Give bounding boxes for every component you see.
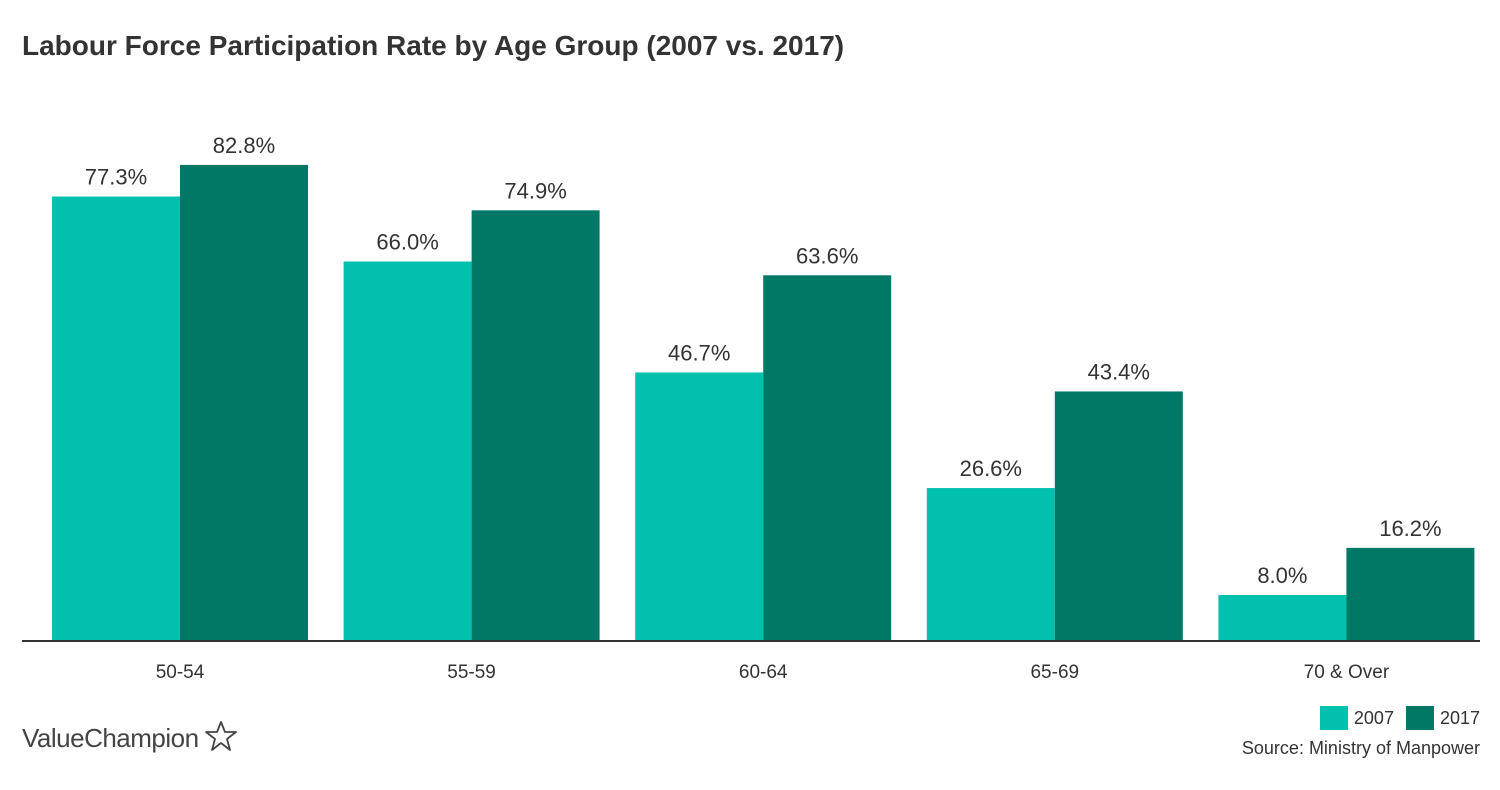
data-label: 63.6% bbox=[796, 243, 858, 268]
legend-item-2007: 2007 bbox=[1319, 706, 1394, 730]
bar-2017-70-over bbox=[1346, 547, 1475, 641]
data-label: 46.7% bbox=[668, 340, 730, 365]
legend-swatch-2017 bbox=[1405, 706, 1434, 730]
logo-text: ValueChampion bbox=[22, 723, 199, 753]
bar-2007-65-69 bbox=[926, 488, 1055, 641]
legend-label-2007: 2007 bbox=[1353, 707, 1394, 728]
bar-2017-50-54 bbox=[180, 164, 308, 641]
data-label: 66.0% bbox=[376, 230, 438, 255]
data-label: 8.0% bbox=[1257, 563, 1307, 588]
legend-label-2017: 2017 bbox=[1439, 707, 1480, 728]
legend: 2007 2017 bbox=[1308, 706, 1480, 730]
x-tick-label: 70 & Over bbox=[1304, 662, 1390, 683]
legend-swatch-2007 bbox=[1319, 706, 1348, 730]
data-label: 77.3% bbox=[85, 165, 147, 190]
bar-2017-60-64 bbox=[763, 275, 892, 641]
source-note: Source: Ministry of Manpower bbox=[1241, 738, 1480, 758]
bar-2007-50-54 bbox=[52, 196, 180, 641]
data-label: 16.2% bbox=[1379, 516, 1441, 541]
bar-2007-70-over bbox=[1218, 595, 1347, 641]
bar-2007-55-59 bbox=[343, 261, 472, 641]
data-label: 82.8% bbox=[213, 133, 275, 158]
legend-item-2017: 2017 bbox=[1405, 706, 1480, 730]
data-label: 43.4% bbox=[1088, 359, 1150, 384]
x-tick-label: 65-69 bbox=[1030, 662, 1079, 683]
bar-2007-60-64 bbox=[635, 372, 764, 641]
brand-logo: ValueChampion bbox=[22, 720, 239, 757]
chart-title: Labour Force Participation Rate by Age G… bbox=[22, 30, 845, 61]
x-tick-label: 55-59 bbox=[447, 662, 496, 683]
data-label: 26.6% bbox=[960, 456, 1022, 481]
x-tick-label: 60-64 bbox=[739, 662, 788, 683]
data-label: 74.9% bbox=[504, 178, 566, 203]
star-outline-icon bbox=[203, 720, 239, 757]
bar-2017-55-59 bbox=[471, 210, 600, 641]
bar-2017-65-69 bbox=[1054, 391, 1183, 641]
x-tick-label: 50-54 bbox=[156, 662, 205, 683]
